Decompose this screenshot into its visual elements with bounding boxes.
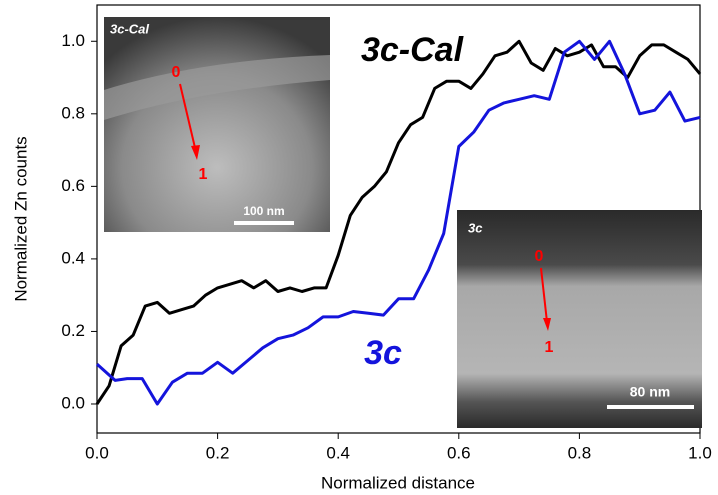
inset-arrowhead [543, 318, 551, 331]
series-line [95, 39, 702, 405]
x-tick-label: 0.8 [568, 443, 592, 462]
inset-2: 3c 0 1 80 nm [457, 210, 702, 428]
inset-1: 3c-Cal 0 1 100 nm [104, 17, 330, 232]
x-tick-label: 1.0 [688, 443, 712, 462]
series-line [95, 39, 701, 406]
inset-image [457, 210, 702, 428]
inset-start: 0 [535, 248, 544, 265]
inset-image [104, 17, 330, 232]
inset-label: 3c [468, 220, 483, 235]
y-tick-label: 1.0 [61, 31, 85, 50]
annotation: 3c-Cal [361, 31, 465, 69]
y-axis-label: Normalized Zn counts [11, 136, 30, 301]
x-tick-label: 0.6 [447, 443, 471, 462]
y-tick-label: 0.4 [61, 248, 85, 267]
x-tick-label: 0.4 [326, 443, 350, 462]
x-tick-label: 0.0 [85, 443, 109, 462]
inset-start: 0 [172, 64, 181, 81]
y-tick-label: 0.2 [61, 321, 85, 340]
inset-end: 1 [199, 166, 208, 183]
inset-arrow [179, 83, 197, 153]
inset-label: 3c-Cal [110, 21, 149, 36]
y-tick-label: 0.8 [61, 103, 85, 122]
x-tick-label: 0.2 [206, 443, 230, 462]
inset-arrow [540, 267, 548, 323]
scale-bar-label: 100 nm [243, 204, 284, 218]
x-axis-label: Normalized distance [321, 473, 475, 492]
annotation: 3c [364, 334, 402, 372]
scale-bar [234, 221, 294, 225]
inset-arrowhead [191, 145, 200, 160]
inset-shape [104, 55, 330, 120]
y-tick-label: 0.6 [61, 176, 85, 195]
scale-bar [607, 405, 694, 409]
y-tick-label: 0.0 [61, 393, 85, 412]
scale-bar-label: 80 nm [630, 384, 670, 400]
inset-end: 1 [545, 339, 554, 356]
